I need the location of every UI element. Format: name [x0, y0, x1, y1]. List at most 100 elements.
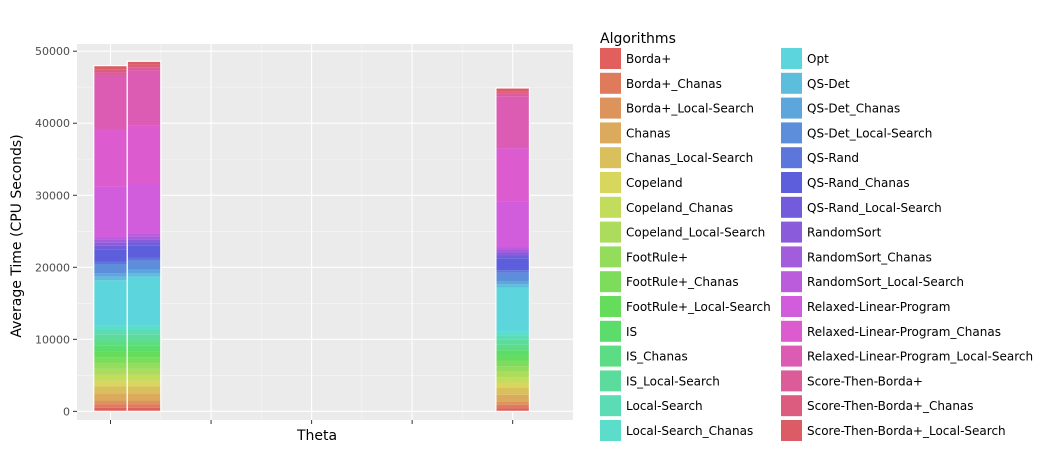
legend-label: QS-Rand: [807, 151, 859, 165]
y-tick-label: 20000: [35, 261, 70, 274]
bar-segment: [127, 404, 161, 408]
legend-label: FootRule+_Chanas: [626, 275, 739, 289]
bar-segment: [93, 400, 128, 405]
bar-outline: [495, 87, 531, 412]
bar-segment: [93, 380, 128, 387]
bar-segment: [93, 276, 128, 281]
bar-segment: [127, 239, 161, 243]
bar-segment: [93, 273, 128, 277]
bar-segment: [93, 404, 128, 408]
bar-segment: [93, 242, 128, 246]
legend-key: [781, 271, 802, 293]
legend-label: Copeland: [626, 176, 683, 190]
bar-segment: [127, 400, 161, 405]
bar-segment: [127, 351, 161, 358]
bar-segment: [127, 374, 161, 381]
bar-segment: [495, 366, 530, 372]
bar-segment: [93, 340, 128, 346]
bar-segment: [93, 69, 128, 73]
bar-segment: [495, 287, 530, 332]
legend-label: RandomSort: [807, 226, 882, 240]
legend-key: [781, 320, 802, 342]
bar-segment: [127, 386, 161, 394]
legend-label: QS-Det_Local-Search: [807, 126, 932, 140]
bar-segment: [93, 264, 128, 274]
bar-segment: [495, 382, 530, 388]
legend-label: Score-Then-Borda+_Local-Search: [807, 424, 1006, 438]
bar-segment: [495, 87, 530, 92]
legend-title: Algorithms: [600, 31, 676, 47]
bar-segment: [127, 357, 161, 364]
bar-segment: [93, 237, 128, 240]
bar-segment: [495, 255, 530, 259]
bar-segment: [127, 273, 161, 277]
legend-key: [781, 97, 802, 119]
legend-key: [600, 147, 621, 169]
bar-segment: [127, 67, 161, 71]
legend-label: Score-Then-Borda+_Chanas: [807, 399, 974, 413]
bar-segment: [127, 125, 161, 184]
bar-segment: [93, 368, 128, 375]
legend-key: [600, 221, 621, 243]
legend-key: [781, 147, 802, 169]
bar-segment: [93, 357, 128, 364]
bar-segment: [93, 386, 128, 394]
legend-key: [781, 221, 802, 243]
bar-segment: [127, 329, 161, 335]
bar-segment: [495, 408, 530, 412]
legend-label: Local-Search_Chanas: [626, 424, 753, 438]
legend-label: RandomSort_Local-Search: [807, 275, 964, 289]
bar-segment: [127, 363, 161, 369]
bar-segment: [127, 61, 161, 65]
bar-segment: [495, 387, 530, 395]
bar-segment: [93, 74, 128, 129]
y-tick-label: 0: [63, 405, 70, 418]
bar-segment: [495, 331, 530, 336]
bar-segment: [127, 242, 161, 246]
bar-segment: [127, 236, 161, 240]
x-axis-title: Theta: [296, 428, 337, 444]
bar-segment: [495, 339, 530, 345]
bar-segment: [495, 272, 530, 281]
bar-segment: [127, 407, 161, 412]
bar-layer: [93, 60, 531, 412]
bar-segment: [495, 148, 530, 202]
legend-key: [781, 48, 802, 69]
bar-segment: [93, 351, 128, 358]
legend-key: [600, 97, 621, 119]
bar-segment: [495, 93, 530, 97]
bar-segment: [495, 404, 530, 409]
legend-key: [600, 246, 621, 268]
legend-key: [600, 72, 621, 94]
legend-label: QS-Rand_Local-Search: [807, 201, 942, 215]
legend-label: Borda+_Local-Search: [626, 102, 754, 116]
bar-segment: [127, 325, 161, 330]
y-tick-label: 10000: [35, 333, 70, 346]
bar-segment: [93, 65, 128, 70]
legend-label: Copeland_Local-Search: [626, 226, 765, 240]
bar-segment: [93, 374, 128, 381]
bar-segment: [127, 393, 161, 401]
legend-label: IS: [626, 325, 637, 339]
legend-label: Chanas: [626, 126, 671, 140]
bar-segment: [127, 340, 161, 346]
bar-segment: [93, 345, 128, 352]
legend-label: Relaxed-Linear-Program_Local-Search: [807, 350, 1033, 364]
bar-segment: [127, 276, 161, 326]
legend-label: Copeland_Chanas: [626, 201, 733, 215]
legend-label: IS_Local-Search: [626, 374, 720, 388]
bar-segment: [495, 401, 530, 405]
bar-segment: [93, 329, 128, 335]
legend-label: QS-Rand_Chanas: [807, 176, 910, 190]
legend-label: Relaxed-Linear-Program: [807, 300, 950, 314]
bar-segment: [495, 280, 530, 285]
bar-segment: [495, 96, 530, 149]
legend-key: [781, 345, 802, 367]
legend-label: Opt: [807, 52, 829, 66]
legend-key: [781, 72, 802, 94]
bar-segment: [495, 394, 530, 402]
bar-segment: [93, 239, 128, 243]
bar-segment: [93, 245, 128, 250]
y-axis-title: Average Time (CPU Seconds): [9, 134, 25, 337]
